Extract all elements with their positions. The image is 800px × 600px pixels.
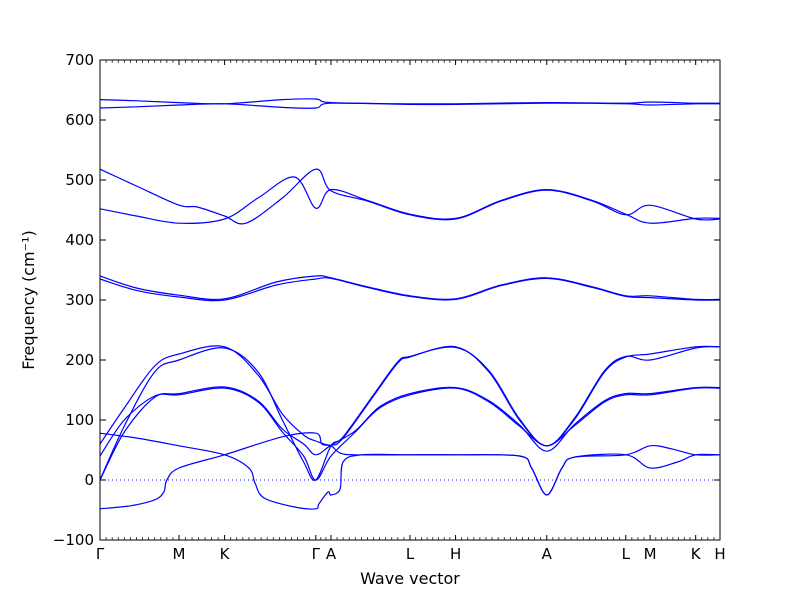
- band-line-8: [100, 277, 720, 302]
- band-line-4: [100, 386, 720, 481]
- y-tick-label: 100: [65, 411, 94, 429]
- band-line-12: [100, 102, 720, 109]
- y-tick-label: 500: [65, 171, 94, 189]
- band-line-2: [100, 432, 720, 510]
- y-tick-label: 0: [84, 471, 94, 489]
- x-tick-label-12: H: [714, 545, 725, 563]
- x-tick-label-8: A: [542, 545, 553, 563]
- x-tick-label-11: K: [691, 545, 702, 563]
- x-tick-label-4: Γ: [312, 545, 321, 563]
- band-line-3: [100, 387, 720, 481]
- band-line-1: [100, 432, 720, 510]
- plot-frame: [99, 59, 721, 541]
- y-tick-label: 600: [65, 111, 94, 129]
- x-tick-label-5: A: [326, 545, 337, 563]
- x-axis-label: Wave vector: [360, 569, 460, 588]
- band-line-5: [100, 345, 720, 447]
- x-tick-label-7: H: [450, 545, 461, 563]
- x-tick-label-9: L: [622, 545, 631, 563]
- y-tick-label: 200: [65, 351, 94, 369]
- band-line-9: [100, 168, 720, 225]
- y-tick-label: 700: [65, 51, 94, 69]
- x-tick-label-1: Γ: [96, 545, 105, 563]
- plot-area: [100, 98, 720, 510]
- x-tick-label-3: K: [220, 545, 231, 563]
- band-line-10: [100, 176, 720, 224]
- x-tick-label-6: L: [406, 545, 415, 563]
- band-line-11: [100, 98, 720, 105]
- y-tick-label: 400: [65, 231, 94, 249]
- y-axis-label: Frequency (cm⁻¹): [19, 230, 38, 369]
- x-tick-label-10: M: [644, 545, 657, 563]
- band-line-6: [100, 346, 720, 482]
- x-tick-label-2: M: [173, 545, 186, 563]
- y-tick-label: 300: [65, 291, 94, 309]
- y-tick-label: −100: [53, 531, 94, 549]
